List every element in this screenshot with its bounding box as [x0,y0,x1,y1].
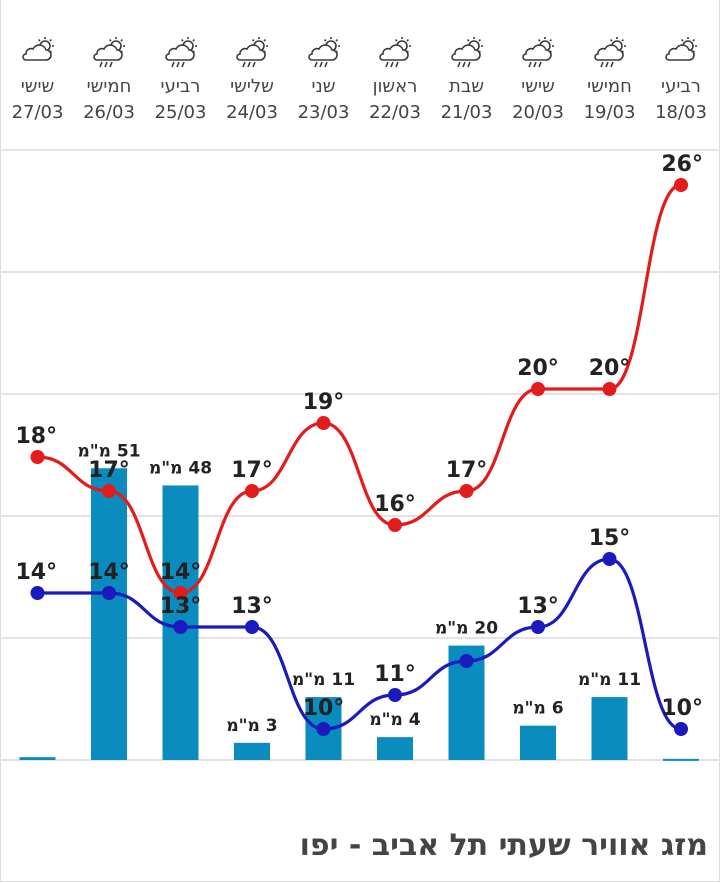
min-temp-line-point [674,722,688,736]
precip-label: 20 מ"מ [435,619,498,639]
day-column: רביעי 18/03 [646,34,716,124]
max-temp-line-point [173,586,188,600]
min-temp-line [37,557,682,731]
day-date: 27/03 [11,102,64,123]
precip-label: 51 מ"מ [77,441,140,461]
partly-cloudy-icon [661,34,701,70]
day-column: שני 23/03 [289,34,359,124]
precip-bar [91,468,127,760]
min-temp-label: 13° [517,594,559,619]
day-column: חמישי 19/03 [575,34,645,124]
day-column: שבת 21/03 [432,34,502,124]
max-temp-label: 17° [88,458,130,483]
max-temp-label: 14° [160,560,202,585]
precip-bar [234,742,270,760]
precip-bar [591,697,628,760]
min-temp-line-point [30,586,45,600]
rain-sun-icon [89,34,129,70]
day-name: שישי [20,76,55,97]
max-temp-line [37,183,682,595]
max-temp-line-point [459,484,474,498]
min-temp-label: 13° [231,594,273,619]
day-date: 25/03 [154,102,207,123]
max-temp-label: 17° [231,458,273,483]
day-date: 22/03 [369,102,421,123]
max-temp-label: 18° [16,424,58,449]
max-temp-label: 20° [589,356,631,381]
day-column: רביעי 25/03 [146,34,216,124]
day-column: שלישי 24/03 [217,34,287,124]
day-name: רביעי [160,76,201,97]
day-name: רביעי [661,76,701,97]
precip-label: 11 מ"מ [292,670,355,690]
min-temp-line-point [316,722,331,736]
day-column: ראשון 22/03 [360,34,430,124]
day-name: חמישי [86,76,132,97]
precip-label: 6 מ"מ [512,699,563,719]
precip-label: 3 מ"מ [226,716,277,736]
rain-sun-icon [232,34,272,70]
min-temp-label: 10° [303,696,345,721]
precip-label: 48 מ"מ [149,458,212,478]
day-name: שבת [449,76,484,97]
max-temp-label: 17° [446,458,488,483]
rain-sun-icon [447,34,487,70]
max-temp-label: 16° [374,492,416,517]
day-name: שני [311,76,336,97]
min-temp-label: 11° [374,662,416,687]
day-name: שלישי [230,76,274,97]
day-date: 21/03 [440,102,493,123]
min-temp-line-point [459,654,474,668]
min-temp-line-point [531,620,545,634]
max-temp-label: 20° [517,356,559,381]
day-column: שישי 20/03 [503,34,573,124]
max-temp-line-point [531,382,545,396]
max-temp-line-point [30,450,45,464]
max-temp-label: 19° [303,390,345,415]
max-temp-line-point [316,416,331,430]
day-column: שישי 27/03 [3,34,73,124]
min-temp-line-point [388,688,402,702]
precip-label: 11 מ"מ [578,670,641,690]
day-date: 24/03 [226,102,278,123]
day-date: 26/03 [83,102,135,123]
rain-sun-icon [304,34,344,70]
max-temp-line-point [388,518,402,532]
day-date: 19/03 [583,102,636,123]
min-temp-line-point [245,620,259,634]
min-temp-label: 15° [589,526,631,551]
min-temp-line-point [173,620,188,634]
precip-bar [19,757,56,760]
min-temp-line-point [102,586,116,600]
partly-cloudy-icon [18,34,58,70]
max-temp-line-point [602,382,617,396]
rain-sun-icon [375,34,415,70]
min-temp-label: 14° [16,560,58,585]
day-column: חמישי 26/03 [74,34,144,124]
day-name: חמישי [587,76,632,97]
max-temp-line-point [674,178,688,192]
day-date: 23/03 [297,102,350,123]
day-name: שישי [521,76,555,97]
precip-bar [520,725,556,760]
precip-bar [663,758,699,761]
max-temp-line-point [245,484,259,498]
min-temp-label: 13° [160,594,202,619]
max-temp-label: 26° [661,152,703,177]
min-temp-label: 14° [88,560,130,585]
min-temp-label: 10° [661,696,703,721]
rain-sun-icon [590,34,630,70]
day-name: ראשון [372,76,418,97]
precip-label: 4 מ"מ [369,710,420,730]
rain-sun-icon [518,34,558,70]
max-temp-line-point [102,484,116,498]
day-date: 20/03 [512,102,564,123]
day-date: 18/03 [655,102,707,123]
chart-title: מזג אוויר שעתי תל אביב - יפו [299,828,708,863]
rain-sun-icon [161,34,201,70]
precip-bar [377,737,413,760]
min-temp-line-point [602,552,617,566]
